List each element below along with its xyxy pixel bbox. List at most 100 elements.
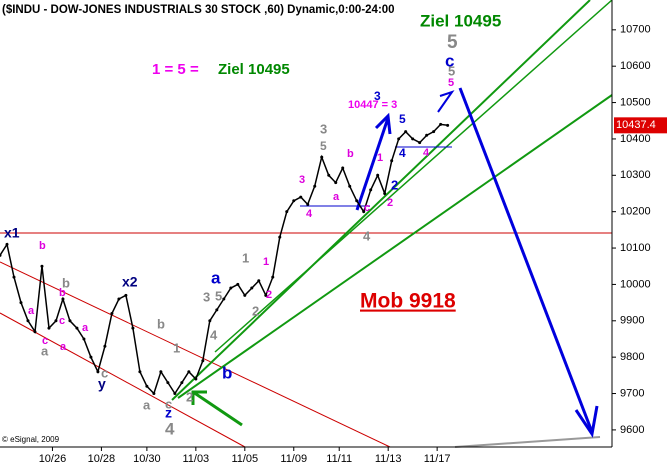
annotation: b [62,275,70,290]
price-point [82,337,86,341]
price-point [145,384,149,388]
x-tick-label: 10/28 [88,453,116,465]
annotation: c [59,315,65,327]
price-point [348,184,352,188]
annotation: c [445,51,454,70]
x-tick-label: 11/03 [182,453,209,465]
price-point [446,123,450,127]
green-arrow [192,390,243,427]
annotation: y [98,376,106,392]
x-tick-label: 11/13 [375,453,402,465]
price-point [75,326,79,330]
price-point [390,159,394,163]
price-point [432,130,436,134]
plot-area [0,0,612,447]
green-arrow-head [191,390,207,405]
price-point [425,133,429,137]
annotation: a [82,322,89,334]
x-tick-label: 10/30 [133,453,161,465]
annotation: 5 [399,112,406,126]
price-point [103,344,107,348]
annotation: 1 [377,152,383,164]
x-tick-label: 11/05 [231,453,258,465]
annotation: a [60,341,67,353]
annotation: b [347,148,354,160]
price-point [19,301,23,305]
annotation: 3 [203,289,210,304]
price-point [152,392,156,396]
annotation: x1 [4,225,20,241]
annotation: 5 [320,139,327,153]
blue-arrow [355,117,390,211]
price-point [54,319,58,323]
green-line [177,94,613,399]
target-line [454,436,601,448]
annotation: 4 [210,327,218,342]
annotation: a [41,343,49,358]
annotation: 4 [363,228,371,243]
chart-title: ($INDU - DOW-JONES INDUSTRIALS 30 STOCK … [2,4,395,16]
y-tick-label: 9700 [620,387,644,399]
last-price-label: 10437.4 [616,119,656,131]
price-point [194,377,198,381]
price-point [355,199,359,203]
blue-arrow-head [374,112,392,135]
price-point [222,297,226,301]
annotation: 2 [391,177,398,192]
annotation: b [39,240,46,252]
annotation: a [28,305,35,317]
y-tick-label: 10000 [620,278,651,290]
price-point [96,370,100,374]
price-point [61,297,65,301]
y-tick-label: 9600 [620,424,644,436]
annotation: 4 [399,146,406,160]
annotation: 3 [299,174,305,186]
price-point [40,264,44,268]
price-point [264,293,268,297]
y-tick-label: 10400 [620,133,651,145]
annotation: Ziel 10495 [420,11,501,30]
price-point [411,137,415,141]
annotation: 1 [242,250,249,265]
price-point [159,370,163,374]
y-tick-label: 10100 [620,242,651,254]
annotation: z [165,405,172,421]
price-point [201,359,205,363]
annotation: 5 [448,77,454,89]
annotation: 3 [374,89,381,103]
price-point [243,293,247,297]
price-point [285,210,289,214]
annotation: a [143,397,151,412]
price-point [173,392,177,396]
x-tick-label: 10/26 [39,453,67,465]
channel-lower [0,312,246,448]
price-point [180,381,184,385]
price-point [26,319,30,323]
price-point [110,312,114,316]
y-tick-label: 10700 [620,24,651,36]
price-point [89,355,93,359]
annotation: b [157,316,165,331]
annotation: b [222,363,232,382]
annotation: 3 [320,121,327,136]
price-point [439,122,443,126]
price-point [418,141,422,145]
price-point [208,319,212,323]
price-point [117,297,121,301]
price-point [138,370,142,374]
annotation: 5 [215,288,222,303]
price-point [299,195,303,199]
annotation: 2 [186,389,193,404]
price-point [397,137,401,141]
y-tick-label: 10200 [620,206,651,218]
x-tick-label: 11/09 [280,453,307,465]
x-tick-label: 11/17 [424,453,451,465]
price-point [292,199,296,203]
price-point [320,155,324,159]
price-point [341,166,345,170]
price-point [187,370,191,374]
price-point [257,279,261,283]
price-point [250,286,254,290]
annotation: c [42,335,48,347]
annotation: c [101,365,108,380]
